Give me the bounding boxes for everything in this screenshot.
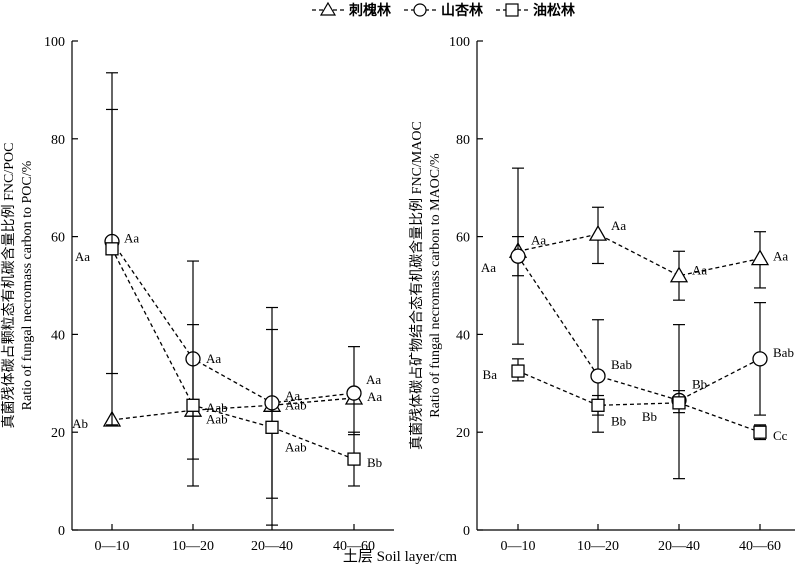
series-line: [111, 397, 355, 421]
data-label: Aa: [366, 372, 381, 387]
series-triangle: Aa Aa Aa Aa: [508, 167, 788, 345]
panel-left: 0 20 40 60 80 100 0—10 10—20 20—40 40—60 真菌残体碳占颗粒态…: [1, 35, 394, 554]
x-tick-label: 10—20: [172, 539, 214, 554]
y-tick-label: 0: [58, 524, 65, 539]
circle-data-point: [346, 385, 362, 401]
legend-label: 刺槐林: [349, 2, 391, 19]
square-data-point: [186, 398, 200, 412]
data-label: Bab: [611, 357, 632, 372]
square-data-point: [511, 364, 525, 378]
x-tick-label: 40—60: [333, 539, 375, 554]
y-tick-label: 60: [51, 231, 65, 246]
data-label: Aa: [285, 388, 300, 403]
data-label: Bb: [642, 409, 657, 424]
panel-right: 0 20 40 60 80 100 0—10 10—20 20—40 40—60 真菌残体碳占矿物结…: [409, 35, 795, 554]
x-axis-title: 土层 Soil layer/cm: [343, 548, 457, 565]
series-line: [111, 241, 355, 404]
data-label: Aab: [285, 439, 307, 454]
data-label: Bb: [367, 455, 382, 470]
data-label: Aa: [75, 249, 90, 264]
y-tick-label: 0: [463, 524, 470, 539]
legend-label: 油松林: [533, 2, 575, 19]
data-label: Aa: [206, 351, 221, 366]
data-label: Ab: [72, 416, 88, 431]
data-label: Bb: [692, 376, 707, 391]
legend-item-robinia: 刺槐林: [312, 1, 391, 19]
y-tick-label: 20: [456, 426, 470, 441]
y-tick-label: 60: [456, 231, 470, 246]
y-axis-title-en: Ratio of fungal necromass carbon to MAOC…: [428, 153, 443, 418]
series-line: [111, 248, 355, 460]
triangle-data-point: [669, 266, 689, 283]
data-label: Cc: [773, 428, 788, 443]
circle-data-point: [510, 248, 526, 264]
x-tick-label: 0—10: [95, 539, 130, 554]
square-marker-icon: [505, 3, 519, 17]
data-label: Aa: [367, 389, 382, 404]
legend: 刺槐林 山杏林 油松林: [312, 1, 575, 19]
y-axis-title-cn: 真菌残体碳占矿物结合态有机碳含量比例 FNC/MAOC: [409, 121, 425, 450]
y-tick-label: 40: [51, 328, 65, 343]
y-tick-label: 20: [51, 426, 65, 441]
series-line: [517, 370, 761, 433]
x-tick-label: 0—10: [501, 539, 536, 554]
y-tick-label: 40: [456, 328, 470, 343]
data-label: Aa: [773, 249, 788, 264]
circle-marker-icon: [413, 3, 427, 17]
square-data-point: [105, 242, 119, 256]
square-data-point: [347, 452, 361, 466]
data-label: Aab: [206, 400, 228, 415]
data-label: Ba: [483, 367, 498, 382]
triangle-data-point: [588, 224, 608, 241]
data-label: Aab: [206, 411, 228, 426]
x-tick-label: 20—40: [658, 539, 700, 554]
x-tick-label: 10—20: [577, 539, 619, 554]
x-tick-label: 20—40: [251, 539, 293, 554]
legend-item-pine: 油松林: [496, 2, 575, 19]
legend-item-apricot: 山杏林: [404, 2, 483, 19]
y-tick-label: 80: [51, 133, 65, 148]
data-label: Aa: [611, 218, 626, 233]
data-label: Aa: [124, 230, 139, 245]
series-square: Ba Bb Bb Cc: [483, 358, 788, 443]
square-data-point: [753, 425, 767, 439]
square-data-point: [591, 398, 605, 412]
data-label: Aab: [285, 397, 307, 412]
circle-data-point: [752, 351, 768, 367]
triangle-data-point: [750, 249, 770, 266]
square-data-point: [672, 396, 686, 410]
data-label: Aa: [531, 232, 546, 247]
data-label: Aa: [692, 263, 707, 278]
legend-label: 山杏林: [441, 2, 483, 19]
data-label: Bb: [611, 413, 626, 428]
data-label: Aa: [481, 260, 496, 275]
series-line: [517, 255, 761, 402]
y-axis-title-cn: 真菌残体碳占颗粒态有机碳含量比例 FNC/POC: [1, 143, 17, 429]
y-axis-title-en: Ratio of fungal necromass carbon to POC/…: [20, 160, 35, 410]
circle-data-point: [590, 368, 606, 384]
triangle-marker-icon: [319, 1, 337, 16]
data-label: Bab: [773, 345, 794, 360]
x-tick-label: 40—60: [739, 539, 781, 554]
series-circle: Aa Aa Aa Aa: [104, 108, 381, 499]
y-tick-label: 100: [449, 35, 470, 50]
y-tick-label: 80: [456, 133, 470, 148]
square-data-point: [265, 420, 279, 434]
series-line: [517, 233, 761, 277]
y-tick-label: 100: [44, 35, 65, 50]
series-circle: Aa Bab Bb Bab: [481, 236, 794, 480]
